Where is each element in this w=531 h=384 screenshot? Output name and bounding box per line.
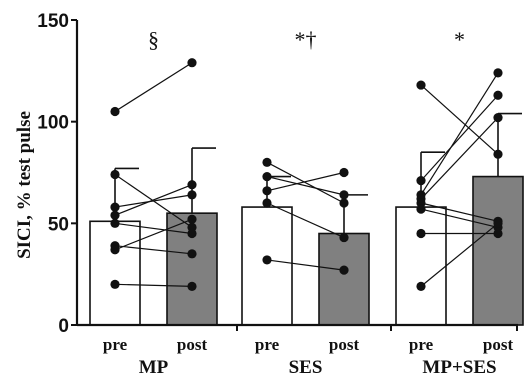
subject-point-pre bbox=[416, 228, 426, 239]
bar-ses-post bbox=[318, 232, 370, 326]
subject-line bbox=[114, 218, 193, 251]
subject-line bbox=[266, 161, 345, 204]
subject-point-pre bbox=[110, 245, 120, 255]
subject-line bbox=[114, 222, 193, 235]
subject-point-post bbox=[187, 249, 197, 259]
subject-point-pre bbox=[416, 80, 426, 90]
significance-annotation: § bbox=[148, 27, 159, 52]
subject-point-post bbox=[339, 190, 349, 200]
subject-point-pre bbox=[416, 176, 426, 186]
condition-label: post bbox=[483, 335, 514, 354]
subject-point-post bbox=[187, 281, 197, 291]
subject-point-post bbox=[493, 113, 503, 123]
subject-line bbox=[266, 259, 345, 271]
condition-label: pre bbox=[409, 335, 434, 354]
group-label: SES bbox=[289, 357, 323, 378]
subject-point-pre bbox=[110, 106, 120, 117]
subject-point-post bbox=[493, 228, 503, 239]
subject-line bbox=[266, 171, 345, 192]
subject-point-post bbox=[339, 232, 349, 243]
subject-line bbox=[266, 175, 345, 196]
subject-point-post bbox=[493, 149, 503, 159]
subject-point-pre bbox=[110, 169, 120, 180]
subject-line bbox=[420, 94, 499, 182]
subject-point-pre bbox=[110, 202, 120, 212]
subject-point-post bbox=[187, 180, 197, 190]
subject-point-post bbox=[493, 218, 503, 228]
subject-point-pre bbox=[110, 279, 120, 289]
subject-point-post bbox=[187, 228, 197, 239]
condition-label: pre bbox=[103, 335, 128, 354]
subject-point-post bbox=[339, 198, 349, 208]
subject-point-pre bbox=[262, 157, 272, 167]
subject-line bbox=[114, 194, 193, 208]
subject-line bbox=[420, 72, 499, 196]
subject-point-post bbox=[493, 68, 503, 78]
subject-point-post bbox=[493, 90, 503, 100]
subject-point-pre bbox=[110, 210, 120, 220]
group-label: MP+SES bbox=[422, 357, 496, 378]
subject-line bbox=[420, 222, 499, 287]
bar-mp-ses-post bbox=[472, 175, 524, 326]
subject-line bbox=[114, 283, 193, 287]
subject-line bbox=[420, 117, 499, 200]
y-tick-label: 100 bbox=[37, 113, 69, 134]
bar-mp-ses-pre bbox=[395, 206, 447, 326]
subject-point-post bbox=[339, 167, 349, 178]
subject-point-pre bbox=[262, 198, 272, 208]
condition-label: pre bbox=[255, 335, 280, 354]
subject-line bbox=[114, 184, 193, 216]
subject-point-post bbox=[187, 190, 197, 200]
y-axis-label: SICI, % test pulse bbox=[14, 111, 35, 259]
subject-point-pre bbox=[262, 171, 272, 182]
subject-point-post bbox=[187, 214, 197, 224]
subject-point-post bbox=[187, 58, 197, 68]
bar-ses-pre bbox=[241, 206, 293, 326]
condition-label: post bbox=[177, 335, 208, 354]
significance-annotation: *† bbox=[295, 27, 317, 52]
subject-point-post bbox=[339, 265, 349, 275]
subject-point-pre bbox=[262, 186, 272, 196]
subject-point-pre bbox=[416, 281, 426, 291]
condition-label: post bbox=[329, 335, 360, 354]
bar-mp-pre bbox=[89, 220, 141, 326]
y-tick-label: 0 bbox=[58, 316, 69, 337]
subject-line bbox=[266, 202, 345, 239]
group-label: MP bbox=[139, 357, 169, 378]
subject-line bbox=[420, 84, 499, 155]
y-tick-label: 50 bbox=[48, 214, 69, 235]
subject-point-pre bbox=[262, 255, 272, 265]
subject-line bbox=[114, 245, 193, 255]
subject-line bbox=[420, 202, 499, 222]
y-tick-label: 150 bbox=[37, 11, 69, 32]
subject-line bbox=[420, 208, 499, 228]
subject-line bbox=[114, 62, 193, 113]
subject-point-pre bbox=[110, 218, 120, 228]
subject-point-pre bbox=[416, 204, 426, 214]
significance-annotation: * bbox=[454, 27, 465, 52]
